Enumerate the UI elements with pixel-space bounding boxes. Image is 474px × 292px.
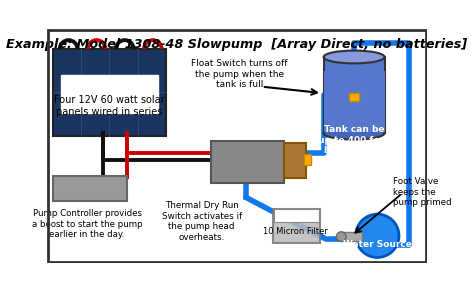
- Bar: [54, 49, 165, 135]
- Text: Pump Controller provides
a boost to start the pump
earlier in the day.: Pump Controller provides a boost to star…: [32, 209, 142, 239]
- Ellipse shape: [324, 51, 384, 63]
- Bar: [273, 209, 319, 243]
- Text: Float Switch turns off
the pump when the
tank is full: Float Switch turns off the pump when the…: [191, 59, 288, 89]
- Bar: [211, 141, 283, 183]
- Text: Water Source: Water Source: [343, 240, 412, 249]
- Text: Thermal Dry Run
Switch activates if
the pump head
overheats.: Thermal Dry Run Switch activates if the …: [162, 201, 242, 241]
- Bar: [54, 176, 127, 201]
- Bar: [324, 57, 384, 133]
- Circle shape: [356, 214, 399, 258]
- FancyBboxPatch shape: [324, 71, 384, 132]
- Text: Four 12V 60 watt solar
panels wired in series: Four 12V 60 watt solar panels wired in s…: [54, 95, 165, 117]
- FancyBboxPatch shape: [62, 75, 158, 113]
- Bar: [283, 143, 306, 178]
- Text: 10 Micron Filter: 10 Micron Filter: [263, 227, 328, 236]
- Bar: [341, 232, 362, 241]
- Ellipse shape: [337, 232, 346, 241]
- Text: Tank can be
up to 400 feet
higher than
the pump: Tank can be up to 400 feet higher than t…: [318, 125, 390, 165]
- Bar: [349, 93, 359, 101]
- FancyBboxPatch shape: [274, 209, 319, 222]
- Text: Example: Model 1308-48 Slowpump  [Array Direct, no batteries]: Example: Model 1308-48 Slowpump [Array D…: [6, 38, 468, 51]
- Text: Foot Valve
keeps the
pump primed: Foot Valve keeps the pump primed: [393, 177, 452, 207]
- Ellipse shape: [324, 127, 384, 140]
- Bar: [304, 154, 311, 165]
